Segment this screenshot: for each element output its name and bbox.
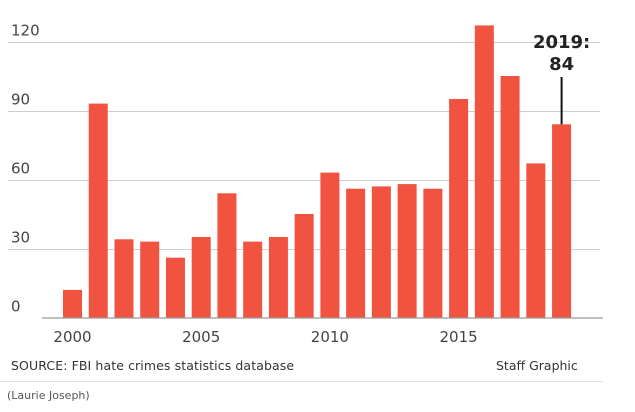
bar-2011 bbox=[346, 188, 366, 318]
y-tick-label-30: 30 bbox=[11, 229, 30, 247]
bar-2016 bbox=[474, 25, 494, 319]
bar-2009 bbox=[294, 214, 314, 318]
y-tick-label-60: 60 bbox=[11, 160, 30, 178]
x-tick-label-2010: 2010 bbox=[311, 328, 349, 346]
x-axis-ticks: 2000 2005 2010 2015 bbox=[53, 328, 477, 346]
staff-graphic-credit: Staff Graphic bbox=[496, 358, 578, 373]
bar-2019 bbox=[552, 124, 572, 318]
bar-2001 bbox=[88, 103, 108, 318]
bar-chart: 0 30 60 90 120 2000 2005 2010 2015 2019: 84 bbox=[8, 22, 603, 346]
bar-2002 bbox=[114, 239, 134, 318]
bar-2018 bbox=[526, 163, 546, 318]
y-tick-label-90: 90 bbox=[11, 91, 30, 109]
bar-2004 bbox=[165, 257, 185, 318]
x-tick-label-2000: 2000 bbox=[53, 328, 91, 346]
bar-2006 bbox=[217, 193, 237, 318]
x-tick-label-2015: 2015 bbox=[440, 328, 478, 346]
bar-2005 bbox=[191, 237, 211, 318]
annotation-value-label: 84 bbox=[549, 54, 574, 75]
y-tick-label-0: 0 bbox=[11, 298, 21, 316]
bar-2003 bbox=[140, 241, 160, 318]
annotation-year-label: 2019: bbox=[533, 32, 590, 53]
bar-2012 bbox=[371, 186, 391, 318]
y-tick-label-120: 120 bbox=[11, 22, 40, 40]
x-tick-label-2005: 2005 bbox=[182, 328, 220, 346]
bar-2014 bbox=[423, 188, 443, 318]
photo-caption: (Laurie Joseph) bbox=[7, 389, 90, 402]
bar-2007 bbox=[243, 241, 263, 318]
bar-2017 bbox=[500, 76, 520, 318]
bar-2008 bbox=[268, 237, 288, 318]
bar-2000 bbox=[63, 289, 82, 318]
source-note: SOURCE: FBI hate crimes statistics datab… bbox=[11, 358, 295, 373]
divider bbox=[0, 381, 603, 382]
bars bbox=[63, 25, 572, 319]
y-axis-ticks: 0 30 60 90 120 bbox=[11, 22, 40, 316]
bar-2013 bbox=[397, 184, 417, 318]
bar-2010 bbox=[320, 172, 340, 318]
annotation-2019: 2019: 84 bbox=[533, 32, 590, 125]
bar-2015 bbox=[449, 99, 469, 318]
